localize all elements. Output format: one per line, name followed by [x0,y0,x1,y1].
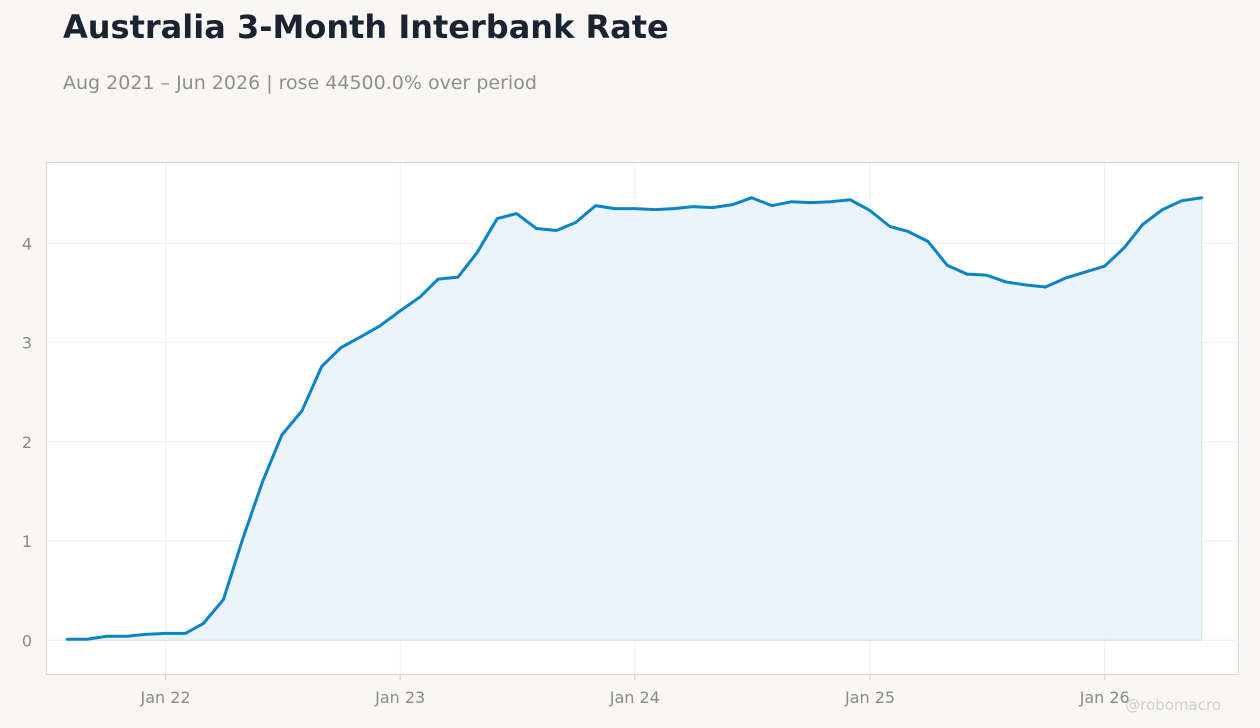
rate-series-line [65,196,1204,641]
x-axis-ticks: Jan 22 Jan 23 Jan 24 Jan 25 Jan 26 [140,675,1130,707]
chart-title: Australia 3-Month Interbank Rate [63,8,669,46]
chart-subtitle: Aug 2021 – Jun 2026 | rose 44500.0% over… [63,72,537,94]
watermark: @robomacro [1125,696,1221,714]
x-tick-label: Jan 25 [844,688,895,707]
y-tick-label: 1 [22,532,32,551]
y-tick-label: 3 [22,334,32,353]
x-tick-label: Jan 24 [609,688,660,707]
y-axis-ticks: 0 1 2 3 4 [22,234,32,650]
x-tick-label: Jan 23 [374,688,425,707]
y-tick-label: 0 [22,631,32,650]
y-tick-label: 2 [22,433,32,452]
y-tick-label: 4 [22,234,32,253]
x-tick-label: Jan 26 [1079,688,1130,707]
x-tick-label: Jan 22 [140,688,191,707]
plot-border [46,162,1239,675]
